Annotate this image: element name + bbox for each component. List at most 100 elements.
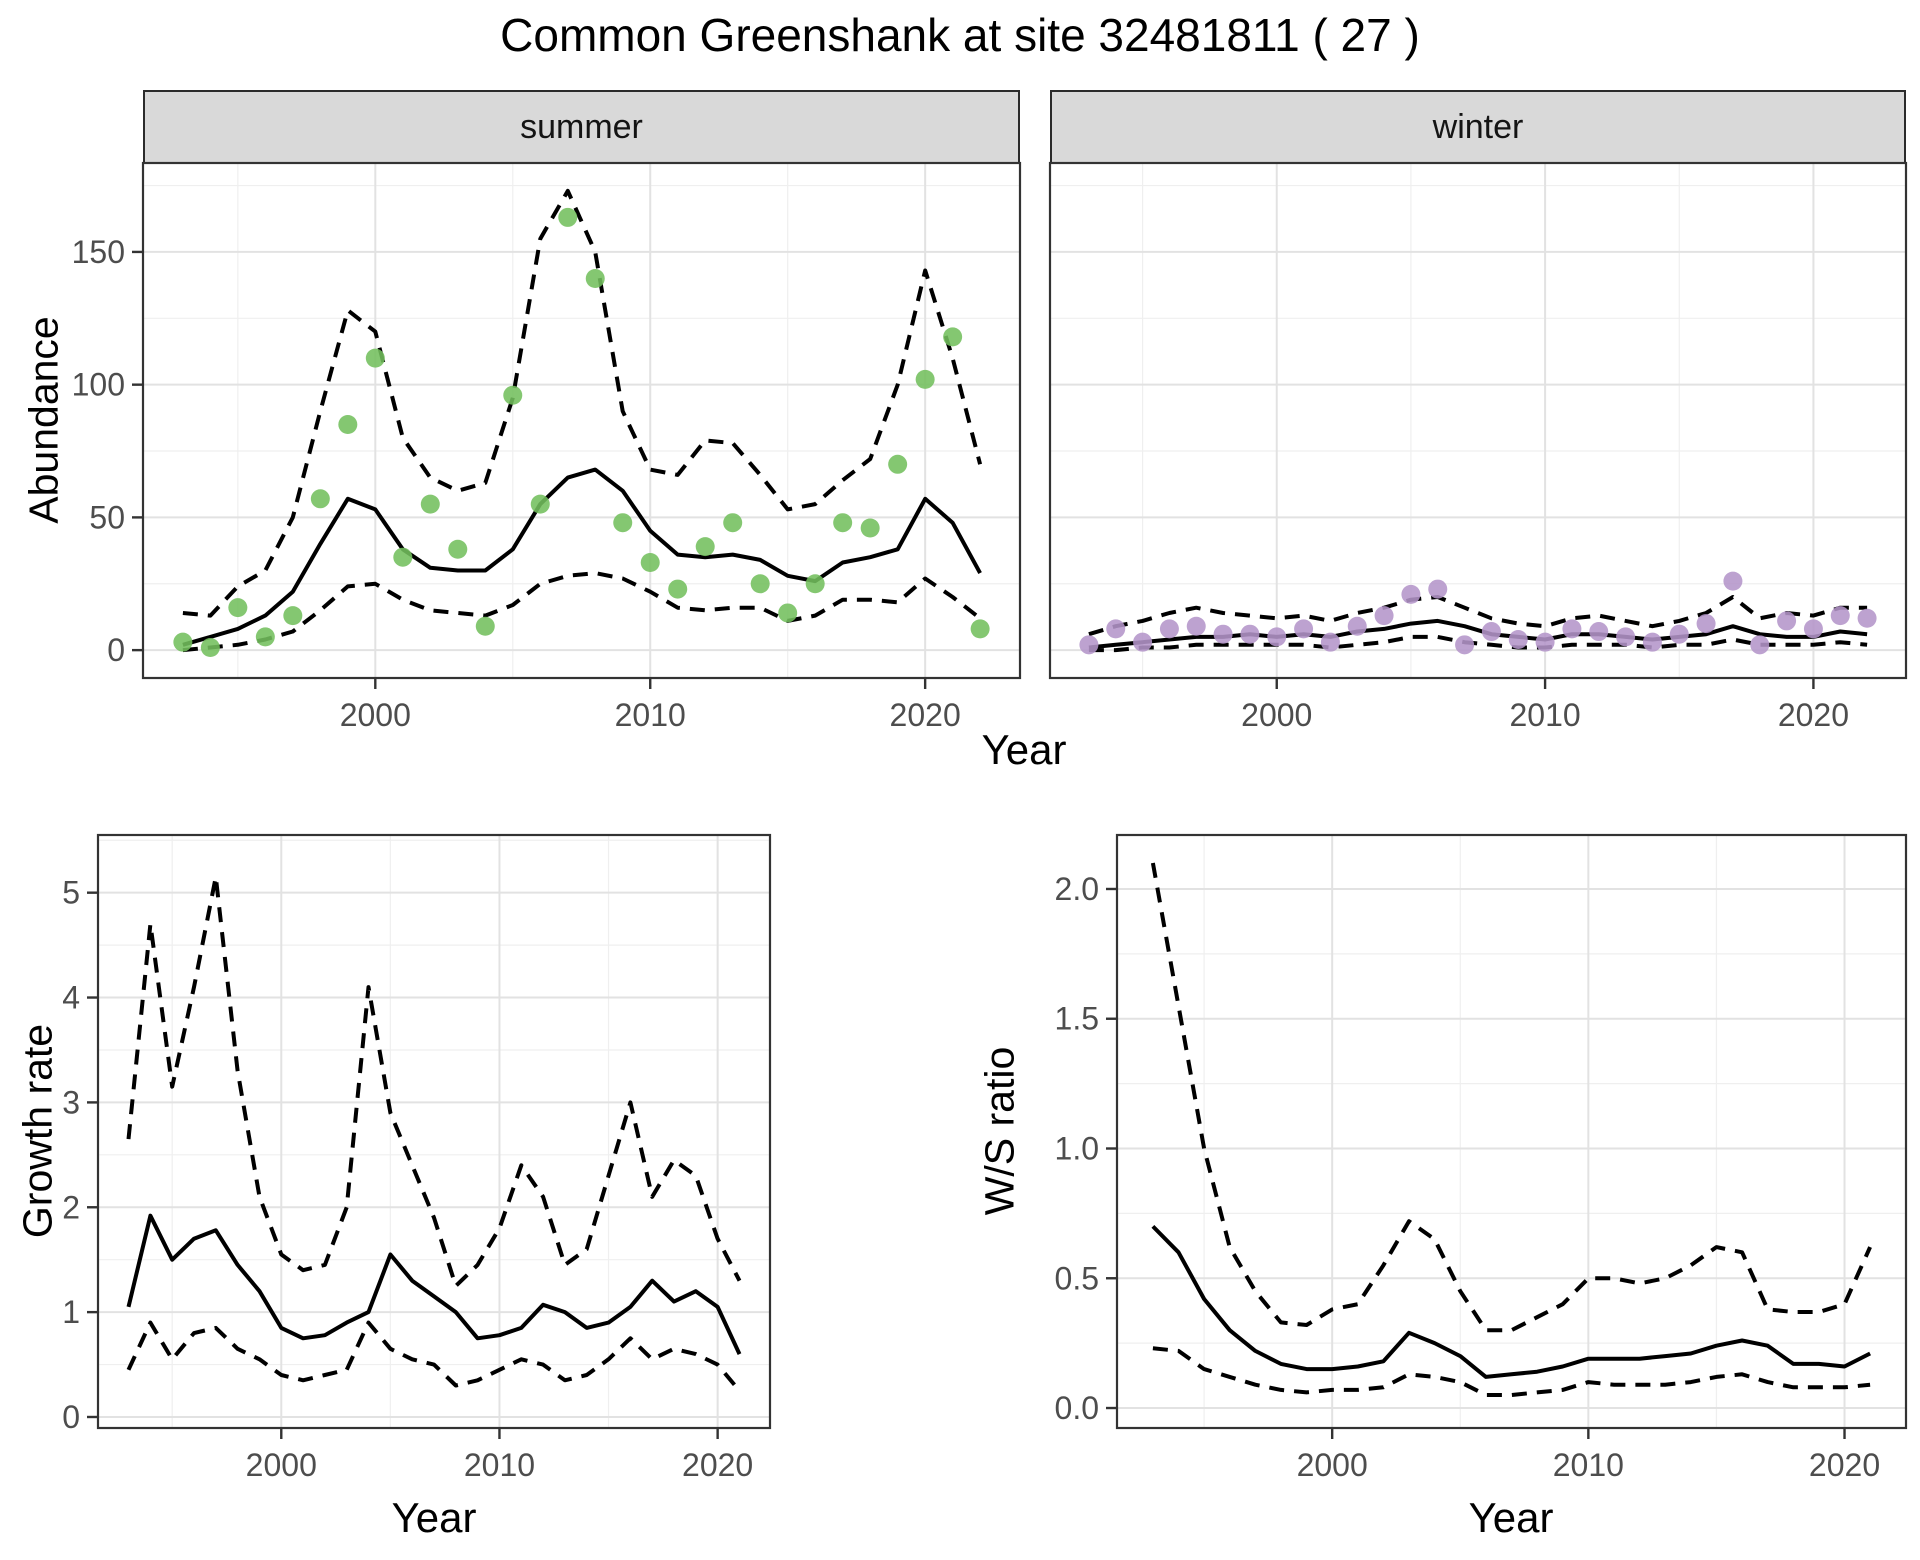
data-point: [1696, 614, 1716, 634]
x-tick-label: 2000: [1297, 1447, 1368, 1483]
data-point: [310, 489, 330, 509]
data-point: [448, 539, 468, 559]
y-tick-label: 0.0: [1055, 1390, 1099, 1426]
data-point: [393, 547, 413, 567]
y-tick-label: 4: [62, 980, 80, 1016]
data-point: [1079, 635, 1099, 655]
x-tick-label: 2020: [1809, 1447, 1880, 1483]
data-point: [1777, 611, 1797, 631]
data-point: [1616, 627, 1636, 647]
y-tick-label: 50: [89, 499, 125, 535]
data-point: [640, 553, 660, 573]
abundance-summer-lower-95ci: [182, 571, 982, 653]
data-point: [1267, 627, 1287, 647]
data-point: [915, 369, 935, 389]
y-tick-label: 100: [72, 367, 125, 403]
data-point: [1535, 632, 1555, 652]
x-tick-label: 2000: [340, 697, 411, 733]
panel-growth-rate: 2000 2010 2020 0 1 2 3 4 5: [62, 833, 772, 1483]
data-point: [1401, 584, 1421, 604]
panel-abundance-summer: 2000 2010 2020 0 50 100 150: [72, 161, 1022, 733]
y-tick-label: 5: [62, 875, 80, 911]
data-point: [1428, 579, 1448, 599]
panel-border: [141, 161, 1022, 680]
ws-ratio-lower-95ci: [1152, 1346, 1871, 1397]
x-tick-label: 2020: [1778, 697, 1849, 733]
panel-border: [96, 833, 772, 1430]
data-point: [778, 603, 798, 623]
y-tick-label: 1.0: [1055, 1130, 1099, 1166]
data-point: [1106, 619, 1126, 639]
data-point: [1723, 571, 1743, 591]
abundance-winter-upper-95ci: [1088, 595, 1868, 637]
data-point: [613, 513, 633, 533]
growth-rate-lower-95ci: [126, 1320, 742, 1393]
ws-ratio-modelled-mean: [1151, 1224, 1872, 1379]
data-point: [750, 574, 770, 594]
abundance-summer-observed-counts: [173, 207, 990, 657]
y-tick-label: 150: [72, 234, 125, 270]
panel-background: [98, 835, 770, 1428]
data-point: [1669, 624, 1689, 644]
y-tick-label: 0: [107, 632, 125, 668]
data-point: [1803, 619, 1823, 639]
data-point: [1213, 624, 1233, 644]
growth-rate-x-axis-title: Year: [391, 1494, 477, 1541]
data-point: [833, 513, 853, 533]
panel-background: [143, 163, 1020, 678]
data-point: [723, 513, 743, 533]
x-tick-label: 2010: [1509, 697, 1580, 733]
data-point: [503, 385, 523, 405]
data-point: [1159, 619, 1179, 639]
x-tick-label: 2010: [615, 697, 686, 733]
panel-background: [1050, 163, 1906, 678]
ws-ratio-x-axis-title: Year: [1468, 1494, 1554, 1541]
growth-rate-modelled-mean: [126, 1213, 742, 1355]
growth-rate-upper-95ci: [126, 874, 742, 1288]
data-point: [558, 207, 578, 227]
data-point: [1508, 630, 1528, 650]
facet-strip-summer: summer: [143, 90, 1020, 164]
panel-ws-ratio: 2000 2010 2020 0.0 0.5 1.0 1.5 2.0: [1055, 833, 1908, 1483]
data-point: [1374, 606, 1394, 626]
data-point: [1133, 632, 1153, 652]
abundance-summer-modelled-mean: [182, 467, 982, 647]
data-point: [860, 518, 880, 538]
y-tick-label: 0: [62, 1399, 80, 1435]
x-tick-label: 2020: [890, 697, 961, 733]
facet-strip-winter-label: winter: [1432, 107, 1524, 146]
panel-background: [1117, 835, 1906, 1428]
data-point: [585, 268, 605, 288]
y-tick-label: 1: [62, 1294, 80, 1330]
top-x-axis-title: Year: [981, 726, 1067, 773]
data-point: [695, 537, 715, 557]
x-tick-label: 2020: [682, 1447, 753, 1483]
data-point: [173, 632, 193, 652]
abundance-winter-lower-95ci: [1088, 634, 1868, 653]
data-point: [1857, 608, 1877, 628]
data-point: [888, 454, 908, 474]
data-point: [338, 414, 358, 434]
data-point: [1642, 632, 1662, 652]
data-point: [1347, 616, 1367, 636]
panel-abundance-winter: 2000 2010 2020: [1048, 161, 1908, 733]
data-point: [668, 579, 688, 599]
facet-strip-winter: winter: [1050, 90, 1906, 164]
panel-border: [1115, 833, 1908, 1430]
data-point: [420, 494, 440, 514]
data-point: [1320, 632, 1340, 652]
data-point: [1186, 616, 1206, 636]
data-point: [1455, 635, 1475, 655]
abundance-summer-upper-95ci: [182, 188, 983, 618]
y-tick-label: 0.5: [1055, 1260, 1099, 1296]
data-point: [1562, 619, 1582, 639]
x-tick-label: 2000: [246, 1447, 317, 1483]
data-point: [1830, 606, 1850, 626]
data-point: [200, 637, 220, 657]
data-point: [365, 348, 385, 368]
data-point: [1481, 622, 1501, 642]
data-point: [228, 598, 248, 618]
y-tick-label: 1.5: [1055, 1001, 1099, 1037]
data-point: [1750, 635, 1770, 655]
